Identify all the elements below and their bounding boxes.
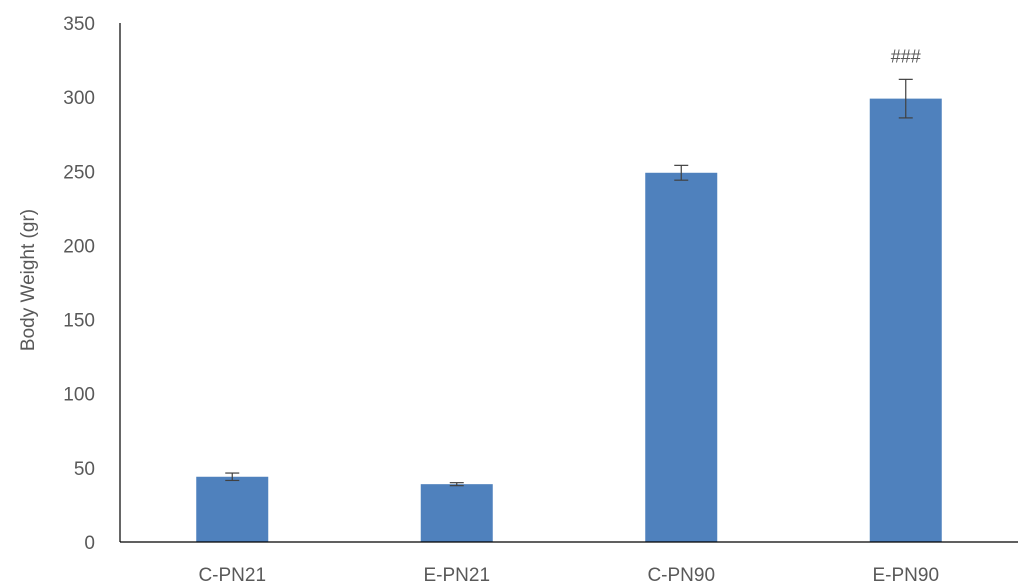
error-bar — [449, 482, 464, 487]
y-tick-label: 250 — [63, 162, 95, 183]
error-bar — [674, 164, 689, 181]
error-bar — [225, 472, 240, 482]
bar-e-pn21 — [420, 484, 493, 542]
bar-e-pn90 — [869, 98, 942, 542]
x-axis-ticks: C-PN21 E-PN21 C-PN90 E-PN90 — [198, 565, 939, 586]
y-tick-label: 200 — [63, 236, 95, 257]
x-tick-label: C-PN21 — [198, 565, 266, 586]
x-tick-label: E-PN21 — [423, 565, 490, 586]
y-tick-label: 150 — [63, 311, 95, 332]
y-tick-label: 300 — [63, 88, 95, 109]
bar-c-pn21 — [196, 476, 269, 542]
annotations: ### — [891, 46, 921, 66]
y-axis-ticks: 0 50 100 150 200 250 300 350 — [63, 14, 95, 554]
bars — [196, 98, 942, 543]
y-tick-label: 0 — [84, 533, 95, 554]
significance-annotation: ### — [891, 46, 921, 66]
y-axis-title: Body Weight (gr) — [18, 209, 39, 351]
y-tick-label: 50 — [74, 459, 95, 480]
x-tick-label: E-PN90 — [872, 565, 939, 586]
error-bars — [225, 78, 913, 487]
bar-c-pn90 — [645, 172, 718, 543]
error-bar — [898, 78, 913, 119]
y-tick-label: 350 — [63, 14, 95, 35]
y-tick-label: 100 — [63, 385, 95, 406]
x-tick-label: C-PN90 — [647, 565, 715, 586]
